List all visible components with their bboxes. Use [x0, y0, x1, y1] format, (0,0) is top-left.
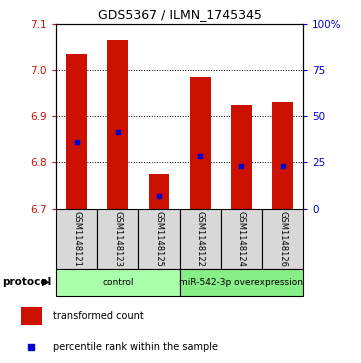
Text: GSM1148122: GSM1148122	[196, 211, 205, 266]
Text: control: control	[102, 278, 134, 287]
Bar	[97, 209, 138, 269]
Bar	[66, 54, 87, 209]
Text: transformed count: transformed count	[53, 311, 144, 321]
Text: miR-542-3p overexpression: miR-542-3p overexpression	[179, 278, 303, 287]
Text: protocol: protocol	[2, 277, 51, 287]
Bar	[180, 269, 303, 296]
Text: GSM1148123: GSM1148123	[113, 211, 122, 267]
Text: ▶: ▶	[42, 277, 49, 287]
Bar	[262, 209, 303, 269]
Bar	[231, 105, 252, 209]
Bar	[221, 209, 262, 269]
Bar	[56, 209, 97, 269]
Bar	[180, 209, 221, 269]
Bar	[108, 40, 128, 209]
Text: GSM1148121: GSM1148121	[72, 211, 81, 266]
Text: percentile rank within the sample: percentile rank within the sample	[53, 342, 218, 352]
Title: GDS5367 / ILMN_1745345: GDS5367 / ILMN_1745345	[98, 8, 261, 21]
Bar	[21, 307, 42, 325]
Text: GSM1148125: GSM1148125	[155, 211, 164, 266]
Text: GSM1148126: GSM1148126	[278, 211, 287, 267]
Bar	[56, 269, 180, 296]
Bar	[138, 209, 180, 269]
Bar	[272, 102, 293, 209]
Text: GSM1148124: GSM1148124	[237, 211, 246, 266]
Bar	[149, 174, 169, 209]
Bar	[190, 77, 210, 209]
